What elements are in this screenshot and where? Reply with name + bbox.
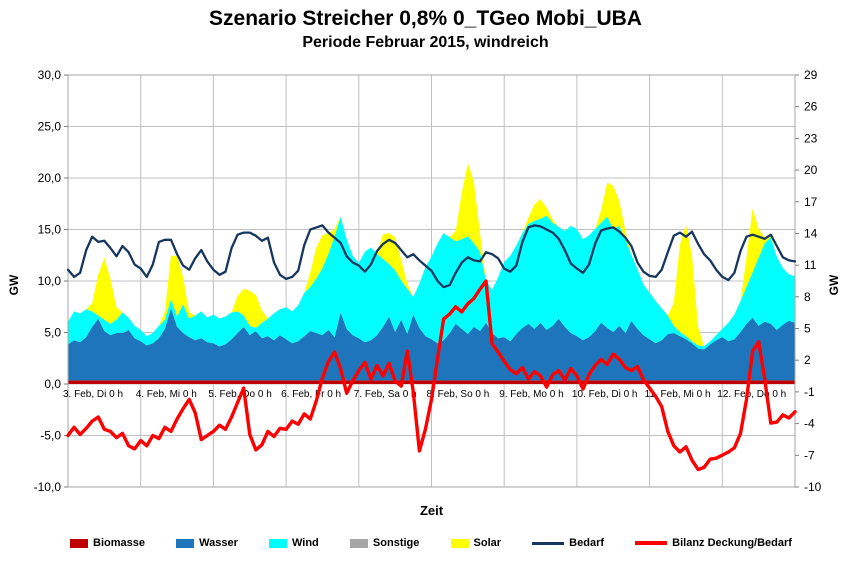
svg-text:0,0: 0,0 bbox=[44, 377, 61, 391]
line-bedarf bbox=[66, 224, 797, 289]
left-axis-labels: 30,0 25,0 20,0 15,0 10,0 5,0 0,0 -5,0 -10,0 bbox=[34, 68, 68, 494]
svg-text:15,0: 15,0 bbox=[38, 223, 62, 237]
area-solar bbox=[68, 163, 795, 347]
legend-label-bilanz-deckung-bedarf: Bilanz Deckung/Bedarf bbox=[672, 537, 792, 549]
legend-item-wind: Wind bbox=[269, 537, 319, 549]
legend-swatch-wind bbox=[269, 538, 287, 548]
svg-text:-10,0: -10,0 bbox=[34, 480, 62, 494]
svg-text:-4: -4 bbox=[804, 417, 815, 431]
legend-swatch-bedarf bbox=[532, 541, 565, 545]
svg-text:30,0: 30,0 bbox=[38, 68, 62, 82]
x-axis-title: Zeit bbox=[419, 503, 444, 518]
legend-item-wasser: Wasser bbox=[176, 537, 238, 549]
svg-text:3. Feb, Di 0 h: 3. Feb, Di 0 h bbox=[63, 389, 123, 400]
svg-text:29: 29 bbox=[804, 68, 818, 82]
left-axis-unit: GW bbox=[7, 274, 21, 295]
svg-text:5,0: 5,0 bbox=[44, 326, 61, 340]
svg-text:9. Feb, Mo 0 h: 9. Feb, Mo 0 h bbox=[499, 389, 563, 400]
area-wasser bbox=[68, 308, 795, 381]
legend-item-bedarf: Bedarf bbox=[532, 537, 604, 549]
svg-text:-7: -7 bbox=[804, 448, 815, 462]
chart-subtitle: Periode Februar 2015, windreich bbox=[302, 34, 549, 51]
svg-text:10. Feb, Di 0 h: 10. Feb, Di 0 h bbox=[572, 389, 638, 400]
svg-text:11. Feb, Mi 0 h: 11. Feb, Mi 0 h bbox=[645, 389, 711, 400]
right-axis-unit: GW bbox=[827, 274, 841, 295]
svg-text:8. Feb, So 0 h: 8. Feb, So 0 h bbox=[427, 389, 490, 400]
area-biomasse bbox=[68, 380, 795, 384]
svg-text:17: 17 bbox=[804, 195, 818, 209]
svg-text:23: 23 bbox=[804, 131, 818, 145]
line-bilanz-deckung-bedarf bbox=[66, 279, 797, 472]
legend-swatch-wasser bbox=[176, 538, 195, 548]
legend-item-sonstige: Sonstige bbox=[349, 537, 420, 549]
legend-label-solar: Solar bbox=[473, 537, 502, 549]
legend-label-sonstige: Sonstige bbox=[372, 537, 420, 549]
svg-text:GW: GW bbox=[7, 274, 21, 295]
svg-text:8: 8 bbox=[804, 290, 811, 304]
svg-text:-5,0: -5,0 bbox=[40, 429, 61, 443]
legend-swatch-biomasse bbox=[70, 538, 88, 548]
chart-title: Szenario Streicher 0,8% 0_TGeo Mobi_UBA bbox=[209, 7, 642, 30]
legend-item-bilanz-deckung-bedarf: Bilanz Deckung/Bedarf bbox=[635, 537, 792, 549]
legend-label-wasser: Wasser bbox=[199, 537, 238, 549]
svg-text:-10: -10 bbox=[804, 480, 822, 494]
svg-text:20: 20 bbox=[804, 163, 818, 177]
legend-swatch-bilanz-deckung-bedarf bbox=[635, 541, 668, 545]
legend-swatch-solar bbox=[450, 538, 469, 548]
svg-text:12. Feb, Do 0 h: 12. Feb, Do 0 h bbox=[717, 389, 786, 400]
svg-text:6. Feb, Fr 0 h: 6. Feb, Fr 0 h bbox=[281, 389, 341, 400]
svg-text:5: 5 bbox=[804, 322, 811, 336]
legend-label-biomasse: Biomasse bbox=[93, 537, 145, 549]
svg-text:11: 11 bbox=[804, 258, 817, 272]
svg-text:GW: GW bbox=[827, 274, 841, 295]
legend-item-solar: Solar bbox=[450, 537, 502, 549]
svg-text:7. Feb, Sa 0 h: 7. Feb, Sa 0 h bbox=[354, 389, 417, 400]
legend-label-wind: Wind bbox=[292, 537, 319, 549]
svg-text:25,0: 25,0 bbox=[38, 120, 62, 134]
legend-label-bedarf: Bedarf bbox=[569, 537, 605, 549]
svg-text:20,0: 20,0 bbox=[38, 171, 62, 185]
svg-text:2: 2 bbox=[804, 353, 811, 367]
area-wind bbox=[68, 215, 795, 350]
legend-swatch-sonstige bbox=[349, 538, 368, 548]
svg-text:14: 14 bbox=[804, 227, 818, 241]
legend-item-biomasse: Biomasse bbox=[70, 537, 145, 549]
svg-text:10,0: 10,0 bbox=[38, 274, 62, 288]
x-axis-labels: 3. Feb, Di 0 h 4. Feb, Mi 0 h 5. Feb, Do 0… bbox=[63, 389, 786, 400]
svg-text:-1: -1 bbox=[804, 385, 815, 399]
svg-text:26: 26 bbox=[804, 100, 818, 114]
right-axis-labels: 29 26 23 20 17 14 11 8 5 2 -1 -4 -7 -10 bbox=[795, 68, 822, 494]
legend: Biomasse Wasser Wind Sonstige Solar Bedarf Bil… bbox=[70, 533, 792, 553]
svg-text:4. Feb, Mi 0 h: 4. Feb, Mi 0 h bbox=[136, 389, 197, 400]
